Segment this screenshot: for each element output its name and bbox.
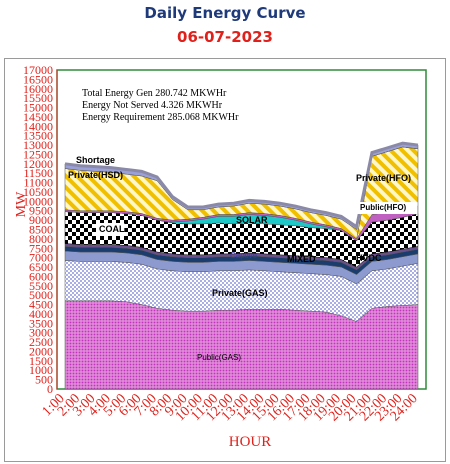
chart-title: Daily Energy Curve (144, 4, 306, 22)
info-line: Energy Not Served 4.326 MKWHr (82, 100, 223, 111)
series-label-private-gas: Private(GAS) (212, 288, 268, 298)
y-tick-label: 2500 (29, 335, 53, 349)
series-label-hvdc: HVDC (356, 253, 382, 263)
y-tick-label: 12000 (23, 157, 53, 171)
y-tick-label: 1500 (29, 354, 53, 368)
y-tick-label: 4500 (29, 298, 53, 312)
series-label-public-gas: Public(GAS) (197, 353, 241, 362)
y-tick-label: 3000 (29, 326, 53, 340)
y-tick-label: 7500 (29, 241, 53, 255)
y-tick-label: 5000 (29, 288, 53, 302)
y-tick-label: 500 (35, 373, 53, 387)
y-tick-label: 3500 (29, 316, 53, 330)
y-tick-label: 2000 (29, 344, 53, 358)
y-tick-label: 10000 (23, 194, 53, 208)
x-axis-label: HOUR (229, 434, 272, 450)
y-tick-label: 4000 (29, 307, 53, 321)
series-label-mixed: MIXED (287, 254, 316, 264)
y-tick-label: 1000 (29, 363, 53, 377)
y-tick-label: 6000 (29, 269, 53, 283)
series-label-private-hsd: Private(HSD) (68, 170, 123, 180)
label-box (357, 202, 418, 214)
y-tick-label: 10500 (23, 185, 53, 199)
label-box (96, 223, 125, 236)
series-label-solar: SOLAR (236, 215, 268, 225)
y-tick-label: 7000 (29, 251, 53, 265)
y-axis-label: MW (14, 191, 29, 217)
series-label-private-hfo: Private(HFO) (356, 173, 411, 183)
chart-date: 06-07-2023 (177, 28, 273, 46)
series-label-shortage: Shortage (76, 155, 115, 165)
series-label-coal: COAL (99, 224, 125, 234)
y-tick-label: 14000 (23, 119, 53, 133)
y-tick-label: 16000 (23, 82, 53, 96)
y-tick-label: 9500 (29, 204, 53, 218)
y-tick-label: 13000 (23, 138, 53, 152)
y-tick-label: 9000 (29, 213, 53, 227)
y-tick-label: 12500 (23, 147, 53, 161)
info-line: Total Energy Gen 280.742 MKWHr (82, 88, 227, 99)
y-tick-label: 16500 (23, 72, 53, 86)
y-tick-label: 0 (47, 382, 53, 396)
y-tick-label: 6500 (29, 260, 53, 274)
y-tick-label: 13500 (23, 129, 53, 143)
series-label-public-hfo: Public(HFO) (360, 203, 407, 212)
y-tick-label: 15500 (23, 91, 53, 105)
y-tick-label: 17000 (23, 63, 53, 77)
series-label-captive: Captive (230, 251, 258, 260)
y-tick-label: 8000 (29, 232, 53, 246)
info-line: Energy Requirement 285.068 MKWHr (82, 112, 239, 123)
y-tick-label: 11500 (23, 166, 53, 180)
y-tick-label: 5500 (29, 279, 53, 293)
y-tick-label: 11000 (23, 176, 53, 190)
y-tick-label: 14500 (23, 110, 53, 124)
y-tick-label: 8500 (29, 223, 53, 237)
area-top-edge (64, 141, 419, 230)
y-tick-label: 15000 (23, 101, 53, 115)
